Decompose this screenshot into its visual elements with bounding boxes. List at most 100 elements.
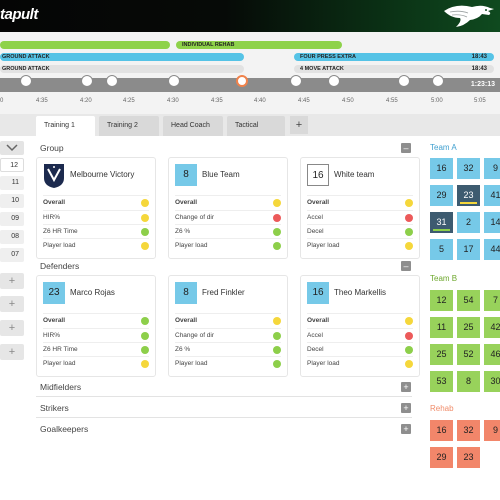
metric-label: Player load — [175, 360, 208, 367]
metric-row: Z6 HR Time — [43, 224, 149, 238]
metric-label: Z6 % — [175, 228, 191, 235]
timeline-drill-bar[interactable] — [0, 41, 170, 49]
timeline-node[interactable] — [106, 75, 118, 87]
status-dot — [141, 242, 149, 250]
status-dot — [273, 332, 281, 340]
team-b-player[interactable]: 54 — [457, 290, 480, 311]
team-b-player[interactable]: 11 — [430, 317, 453, 338]
player-card[interactable]: 23 Marco Rojas Overall HIR% Z6 HR Time P… — [36, 275, 156, 377]
team-a-player[interactable]: 5 — [430, 239, 453, 260]
add-item-button[interactable]: + — [0, 296, 24, 312]
collapse-defenders-button[interactable]: – — [401, 261, 411, 271]
add-item-button[interactable]: + — [0, 344, 24, 360]
tab-training-1[interactable]: Training 1 — [36, 116, 95, 136]
metric-label: Change of dir — [175, 214, 215, 221]
timeline-node[interactable] — [328, 75, 340, 87]
timeline-track[interactable] — [0, 78, 500, 92]
section-title-strikers[interactable]: Strikers — [40, 403, 69, 413]
timeline-drill-bar[interactable]: GROUND ATTACK — [0, 53, 244, 61]
rehab-player[interactable]: 16 — [430, 420, 453, 441]
section-title-midfielders[interactable]: Midfielders — [40, 382, 82, 392]
team-a-player[interactable]: 2 — [457, 212, 480, 233]
timeline-node[interactable] — [81, 75, 93, 87]
list-number-item[interactable]: 08 — [0, 230, 24, 244]
player-card[interactable]: 8 Fred Finkler Overall Change of dir Z6 … — [168, 275, 288, 377]
collapse-group-button[interactable]: – — [401, 143, 411, 153]
timeline-drill-bar[interactable]: INDIVIDUAL REHAB — [176, 41, 342, 49]
expand-midfielders-button[interactable]: + — [401, 382, 411, 392]
add-item-button[interactable]: + — [0, 273, 24, 289]
collapse-list-button[interactable] — [0, 141, 24, 155]
rehab-player[interactable]: 32 — [457, 420, 480, 441]
tab-training-2[interactable]: Training 2 — [99, 116, 159, 136]
team-a-player[interactable]: 32 — [457, 158, 480, 179]
player-card[interactable]: 16 Theo Markellis Overall Accel Decel Pl… — [300, 275, 420, 377]
team-number: 16 — [307, 164, 329, 186]
team-a-player[interactable]: 16 — [430, 158, 453, 179]
section-title-goalkeepers[interactable]: Goalkeepers — [40, 424, 89, 434]
team-b-player[interactable]: 52 — [457, 344, 480, 365]
status-dot — [273, 242, 281, 250]
rehab-player[interactable]: 29 — [430, 447, 453, 468]
metric-row: Change of dir — [175, 210, 281, 224]
timeline-current-node[interactable] — [236, 75, 248, 87]
timeline-drill-bar[interactable]: 4 MOVE ATTACK 18:43 — [294, 65, 494, 73]
timeline-tick: 4:50 — [342, 98, 354, 104]
team-b-player[interactable]: 53 — [430, 371, 453, 392]
group-card[interactable]: 8 Blue Team Overall Change of dir Z6 % P… — [168, 157, 288, 259]
timeline-node[interactable] — [290, 75, 302, 87]
status-dot — [141, 360, 149, 368]
timeline-node[interactable] — [432, 75, 444, 87]
timeline-node[interactable] — [20, 75, 32, 87]
list-number-item[interactable]: 11 — [0, 176, 24, 190]
group-card[interactable]: Melbourne Victory Overall HIR% Z6 HR Tim… — [36, 157, 156, 259]
tab-tactical[interactable]: Tactical — [227, 116, 285, 136]
list-number-item[interactable]: 10 — [0, 194, 24, 208]
timeline-drill-bar[interactable]: FOUR PRESS EXTRA 18:43 — [294, 53, 494, 61]
player-name: Marco Rojas — [70, 288, 115, 297]
timeline-tick: 4:30 — [167, 98, 179, 104]
app-logo[interactable]: tapult — [0, 6, 38, 23]
metric-label: HIR% — [43, 332, 60, 339]
team-b-player[interactable]: 12 — [430, 290, 453, 311]
rehab-player[interactable]: 23 — [457, 447, 480, 468]
status-dot — [405, 242, 413, 250]
team-a-player[interactable]: 41 — [484, 185, 500, 206]
team-b-player[interactable]: 46 — [484, 344, 500, 365]
timeline-node[interactable] — [168, 75, 180, 87]
team-a-player[interactable]: 14 — [484, 212, 500, 233]
team-b-player[interactable]: 7 — [484, 290, 500, 311]
tab-head-coach[interactable]: Head Coach — [163, 116, 223, 136]
team-a-player[interactable]: 29 — [430, 185, 453, 206]
rehab-player[interactable]: 9 — [484, 420, 500, 441]
team-b-player[interactable]: 25 — [430, 344, 453, 365]
section-title-group: Group — [40, 143, 64, 153]
add-item-button[interactable]: + — [0, 320, 24, 336]
metric-label: Player load — [43, 242, 76, 249]
status-dot — [141, 332, 149, 340]
team-a-player[interactable]: 17 — [457, 239, 480, 260]
team-b-player[interactable]: 30 — [484, 371, 500, 392]
team-a-player-selected[interactable]: 31 — [430, 212, 453, 233]
team-a-player[interactable]: 44 — [484, 239, 500, 260]
session-timeline: INDIVIDUAL REHAB GROUND ATTACK FOUR PRES… — [0, 32, 500, 114]
timeline-node[interactable] — [398, 75, 410, 87]
expand-strikers-button[interactable]: + — [401, 403, 411, 413]
list-number-item[interactable]: 09 — [0, 212, 24, 226]
metric-label: Player load — [175, 242, 208, 249]
list-number-item[interactable]: 07 — [0, 248, 24, 262]
timeline-drill-bar[interactable]: GROUND ATTACK — [0, 65, 244, 73]
list-number-item[interactable]: 12 — [0, 158, 24, 172]
group-card[interactable]: 16 White team Overall Accel Decel Player… — [300, 157, 420, 259]
team-a-player[interactable]: 9 — [484, 158, 500, 179]
expand-goalkeepers-button[interactable]: + — [401, 424, 411, 434]
metric-label: Player load — [307, 360, 340, 367]
team-b-player[interactable]: 8 — [457, 371, 480, 392]
team-b-player[interactable]: 25 — [457, 317, 480, 338]
status-dot — [273, 346, 281, 354]
yellow-underline-marker — [460, 202, 477, 204]
team-b-player[interactable]: 42 — [484, 317, 500, 338]
add-tab-button[interactable]: + — [290, 116, 308, 134]
team-a-player-selected[interactable]: 23 — [457, 185, 480, 206]
metric-label: Accel — [307, 214, 323, 221]
